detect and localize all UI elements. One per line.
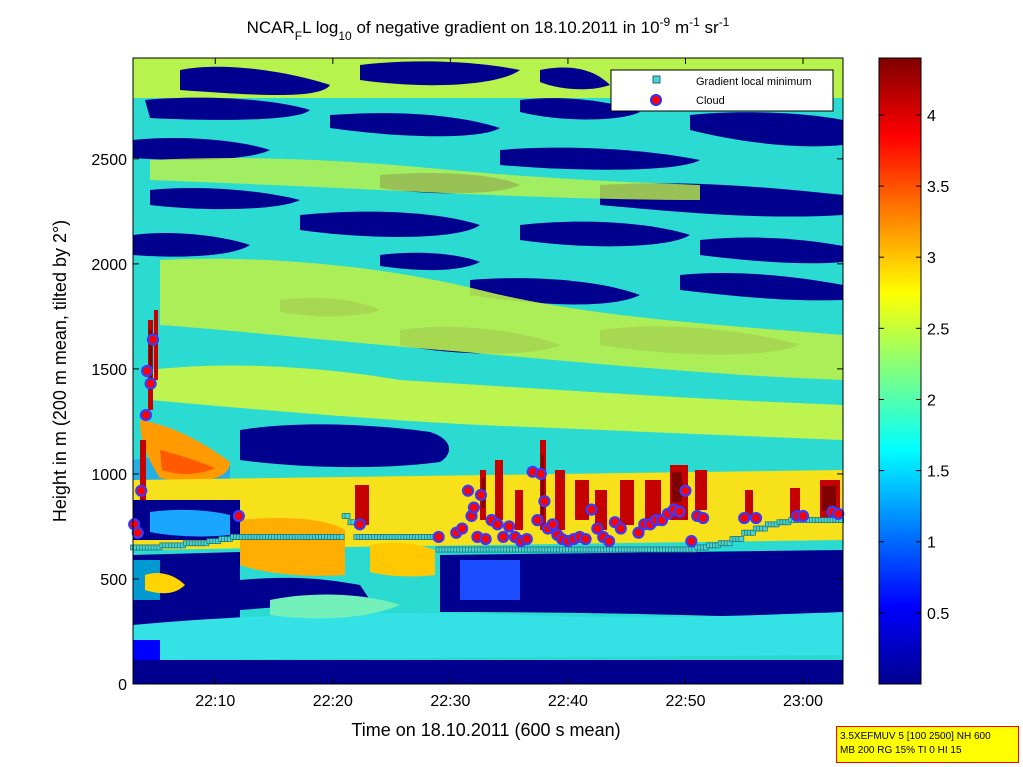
colorbar-tick-label: 4 bbox=[927, 108, 936, 125]
cloud-marker bbox=[685, 535, 698, 548]
x-axis: 22:10 22:20 22:30 22:40 22:50 23:00 bbox=[195, 58, 823, 710]
legend-label-cloud: Cloud bbox=[696, 95, 725, 107]
cloud-marker bbox=[796, 509, 810, 523]
y-tick-label: 1500 bbox=[91, 362, 127, 379]
colorbar-ticks: 0.5 1 1.5 2 2.5 3 3.5 4 bbox=[879, 108, 949, 623]
legend-square-marker bbox=[652, 75, 661, 84]
gradient-minimum-marker bbox=[750, 529, 756, 536]
legend-label-gradient-minimum: Gradient local minimum bbox=[696, 76, 812, 88]
cloud-marker bbox=[749, 511, 763, 525]
x-tick-label: 22:40 bbox=[548, 693, 588, 710]
cloud-marker bbox=[131, 526, 144, 539]
cloud-marker bbox=[503, 520, 516, 533]
heatmap-field bbox=[133, 58, 843, 684]
cloud-marker bbox=[144, 377, 157, 390]
legend: Gradient local minimum Cloud bbox=[610, 69, 834, 112]
gradient-minimum-marker bbox=[761, 525, 768, 532]
cloud-marker bbox=[579, 532, 592, 546]
x-tick-label: 22:20 bbox=[313, 693, 353, 710]
cloud-marker bbox=[679, 484, 692, 497]
cloud-marker bbox=[135, 484, 148, 497]
cloud-series bbox=[128, 333, 845, 548]
cloud-marker bbox=[467, 501, 480, 514]
info-box: 3.5XEFMUV 5 [100 2500] NH 600 MB 200 RG … bbox=[836, 726, 1019, 763]
cloud-marker bbox=[497, 530, 510, 544]
colorbar-tick-label: 0.5 bbox=[927, 606, 949, 623]
cloud-marker bbox=[232, 509, 245, 523]
cloud-marker bbox=[141, 364, 154, 378]
cloud-marker bbox=[432, 530, 445, 544]
cloud-marker bbox=[534, 467, 547, 481]
x-tick-label: 23:00 bbox=[783, 693, 823, 710]
cloud-marker bbox=[538, 495, 551, 508]
gradient-minimum-marker bbox=[338, 534, 345, 540]
chart-title: NCARFL log10 of negative gradient on 18.… bbox=[247, 15, 730, 43]
cloud-marker bbox=[614, 522, 627, 535]
x-tick-label: 22:30 bbox=[430, 693, 470, 710]
x-tick-label: 22:10 bbox=[195, 693, 235, 710]
colorbar-tick-label: 2 bbox=[927, 392, 936, 409]
gradient-minimum-marker bbox=[738, 536, 745, 542]
cloud-marker bbox=[591, 522, 604, 535]
cloud-marker bbox=[474, 488, 488, 502]
y-tick-label: 0 bbox=[118, 677, 127, 694]
cloud-marker bbox=[602, 535, 616, 548]
colorbar-tick-label: 3 bbox=[927, 250, 936, 267]
y-tick-label: 500 bbox=[100, 572, 127, 589]
colorbar-tick-label: 1 bbox=[927, 535, 936, 552]
x-axis-label: Time on 18.10.2011 (600 s mean) bbox=[351, 720, 620, 740]
colorbar-tick-label: 3.5 bbox=[927, 179, 949, 196]
colorbar bbox=[878, 57, 922, 685]
plot-frame bbox=[132, 57, 844, 685]
cloud-marker bbox=[456, 522, 469, 535]
colorbar-tick-label: 1.5 bbox=[927, 464, 949, 481]
cloud-marker bbox=[546, 518, 559, 531]
gradient-minimum-marker bbox=[344, 513, 351, 519]
cloud-marker bbox=[738, 511, 751, 525]
cloud-marker bbox=[832, 507, 845, 520]
info-line-1: 3.5XEFMUV 5 [100 2500] NH 600 bbox=[840, 731, 991, 742]
x-tick-label: 22:50 bbox=[665, 693, 705, 710]
legend-circle-marker bbox=[650, 94, 662, 106]
y-tick-label: 2500 bbox=[91, 152, 127, 169]
y-tick-label: 1000 bbox=[91, 467, 127, 484]
cloud-marker bbox=[520, 532, 533, 546]
gradient-minimum-series bbox=[130, 513, 845, 553]
cloud-marker bbox=[146, 333, 160, 346]
cloud-marker bbox=[491, 518, 504, 531]
cloud-marker bbox=[139, 409, 153, 422]
cloud-marker bbox=[461, 484, 475, 497]
cloud-marker bbox=[531, 514, 544, 527]
gradient-minimum-marker bbox=[726, 540, 733, 547]
y-axis-label: Height in m (200 m mean, tilted by 2°) bbox=[50, 220, 70, 522]
y-axis: 0 500 1000 1500 2000 2500 bbox=[91, 152, 843, 694]
cloud-marker bbox=[673, 505, 686, 518]
info-line-2: MB 200 RG 15% TI 0 HI 15 bbox=[840, 745, 962, 756]
cloud-marker bbox=[697, 511, 710, 525]
cloud-marker bbox=[632, 526, 645, 539]
cloud-marker bbox=[353, 518, 366, 531]
cloud-marker bbox=[479, 532, 492, 546]
y-tick-label: 2000 bbox=[91, 257, 127, 274]
cloud-marker bbox=[585, 503, 598, 516]
colorbar-tick-label: 2.5 bbox=[927, 321, 949, 338]
